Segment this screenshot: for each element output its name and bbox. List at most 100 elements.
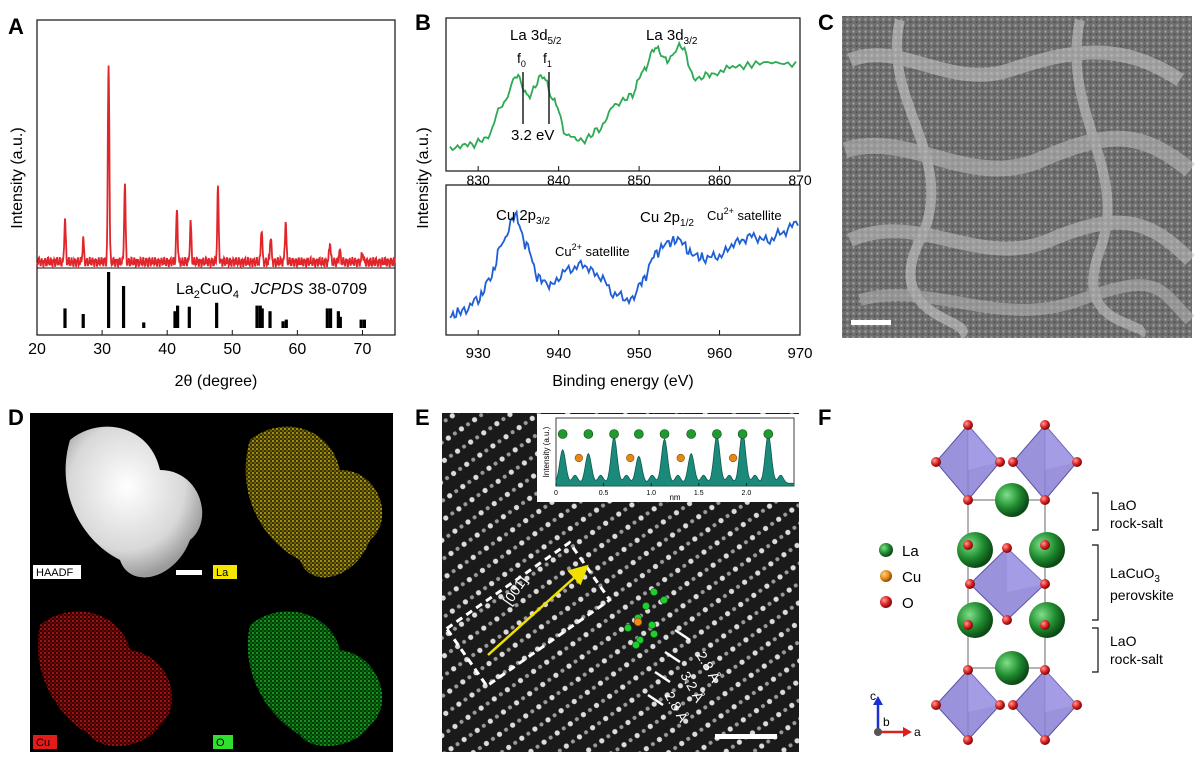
x-tick-label: 0 bbox=[554, 490, 558, 497]
la32-label: La 3d3/2 bbox=[646, 27, 698, 47]
panel-a: A 20 30 40 50 60 70 Intensity (a.u.) 2θ (degr… bbox=[8, 14, 396, 390]
reference-label: La2CuO4 JCPDS 38-0709 bbox=[176, 281, 367, 301]
x-tick-label: 1.0 bbox=[646, 490, 656, 497]
reference-stick bbox=[359, 319, 363, 328]
x-tick-label: 50 bbox=[223, 341, 241, 358]
inset-la-atom bbox=[659, 429, 670, 439]
inset-cu-atom bbox=[626, 453, 635, 463]
panel-label-f: F bbox=[818, 405, 831, 430]
o-atom bbox=[995, 457, 1005, 467]
layer2-line2: perovskite bbox=[1110, 587, 1174, 603]
split-label: 3.2 eV bbox=[511, 127, 554, 144]
reference-stick bbox=[255, 305, 259, 328]
overlay-la-atom bbox=[648, 621, 656, 629]
reference-stick bbox=[121, 286, 126, 328]
inset-cu-atom bbox=[574, 453, 583, 463]
panel-f: F bbox=[818, 405, 1174, 745]
x-tick-label: 40 bbox=[158, 341, 176, 358]
la-map bbox=[245, 426, 383, 578]
overlay-la-atom bbox=[624, 624, 632, 632]
la52-label: La 3d5/2 bbox=[510, 27, 562, 47]
reference-stick bbox=[107, 272, 111, 328]
inset-la-atom bbox=[609, 429, 619, 439]
o-atom bbox=[1072, 700, 1082, 710]
x-tick-label: 950 bbox=[627, 345, 652, 362]
inset-la-atom bbox=[686, 429, 696, 439]
reference-stick bbox=[328, 308, 333, 328]
x-tick-label: 20 bbox=[28, 341, 46, 358]
x-tick-label: 940 bbox=[546, 345, 571, 362]
cu-map bbox=[37, 611, 173, 747]
haadf-particle bbox=[65, 426, 203, 578]
reference-sticks bbox=[63, 272, 367, 328]
x-axis-b-bottom: 930 940 950 960 970 bbox=[466, 330, 813, 362]
reference-stick bbox=[173, 311, 177, 328]
atom-overlay bbox=[624, 588, 668, 649]
layer1-line1: LaO bbox=[1110, 497, 1137, 513]
cu12-label: Cu 2p1/2 bbox=[640, 209, 694, 229]
y-axis-label-b: Intensity (a.u.) bbox=[415, 127, 432, 228]
inset-la-atom bbox=[557, 429, 568, 439]
f1-label: f1 bbox=[543, 50, 552, 69]
o-atom bbox=[963, 735, 973, 745]
o-atom bbox=[1002, 615, 1012, 625]
tag-la-text: La bbox=[216, 567, 229, 579]
panel-label-e: E bbox=[415, 405, 430, 430]
o-atom bbox=[995, 700, 1005, 710]
y-axis-label-a: Intensity (a.u.) bbox=[9, 127, 26, 228]
o-atom bbox=[963, 620, 973, 630]
inset-x-axis: 0 0.5 1.0 1.5 2.0 bbox=[554, 483, 751, 497]
inset-atoms bbox=[557, 429, 774, 463]
o-atom bbox=[931, 700, 941, 710]
overlay-la-atom bbox=[650, 630, 658, 638]
reference-stick bbox=[81, 314, 85, 328]
reference-stick bbox=[142, 322, 146, 328]
reference-stick bbox=[175, 305, 180, 328]
o-atom bbox=[1002, 543, 1012, 553]
reference-stick bbox=[63, 308, 67, 328]
inset-cu-atom bbox=[728, 453, 738, 463]
o-atom bbox=[963, 420, 973, 430]
o-atom bbox=[965, 579, 975, 589]
tag-haadf bbox=[33, 565, 81, 579]
inset-la-atom bbox=[737, 429, 748, 439]
x-tick-label: 930 bbox=[466, 345, 491, 362]
direction-box bbox=[444, 540, 612, 689]
reference-stick bbox=[281, 321, 285, 328]
panel-d: D HAADF La Cu O bbox=[8, 405, 393, 752]
x-tick-label: 970 bbox=[787, 345, 812, 362]
legend-o-label: O bbox=[902, 595, 914, 612]
legend-la-swatch bbox=[879, 543, 893, 557]
layer3-line2: rock-salt bbox=[1110, 651, 1163, 667]
f0-label: f0 bbox=[517, 50, 526, 69]
x-tick-label: 2.0 bbox=[742, 490, 752, 497]
o-map bbox=[247, 611, 383, 747]
plot-frame-a bbox=[36, 19, 396, 336]
o-atom bbox=[1008, 700, 1018, 710]
o-atom bbox=[1072, 457, 1082, 467]
legend-o-swatch bbox=[880, 596, 892, 608]
overlay-la-atom bbox=[650, 588, 658, 596]
x-tick-label: 850 bbox=[627, 172, 651, 188]
octahedra-faces bbox=[968, 425, 1077, 712]
x-tick-label: 70 bbox=[354, 341, 372, 358]
inset-la-atom bbox=[634, 429, 644, 439]
tag-o-text: O bbox=[216, 737, 225, 749]
plot-frame-b-bottom bbox=[445, 184, 801, 336]
legend-cu-label: Cu bbox=[902, 569, 921, 586]
inset-la-atom bbox=[583, 429, 594, 439]
cu32-label: Cu 2p3/2 bbox=[496, 207, 550, 227]
reference-stick bbox=[284, 319, 288, 328]
layer1-line2: rock-salt bbox=[1110, 515, 1163, 531]
panel-label-c: C bbox=[818, 10, 834, 35]
reference-stick bbox=[336, 311, 340, 328]
tag-la bbox=[213, 565, 237, 579]
x-tick-label: 960 bbox=[707, 345, 732, 362]
o-atom bbox=[1040, 420, 1050, 430]
plot-frame-b-top bbox=[445, 17, 801, 172]
x-axis-label-b: Binding energy (eV) bbox=[552, 373, 693, 390]
inset-cu-atom bbox=[676, 453, 685, 463]
legend-f: La Cu O bbox=[879, 543, 921, 612]
inset-ylabel: Intensity (a.u.) bbox=[542, 426, 551, 477]
